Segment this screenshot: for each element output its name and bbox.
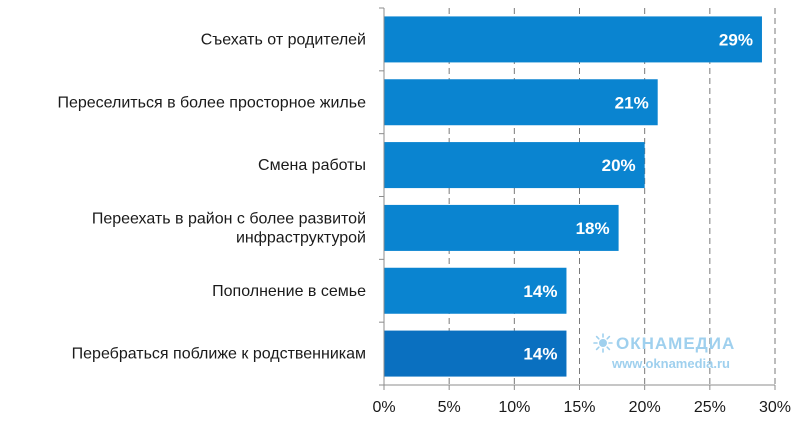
category-label: Перебраться поближе к родственникам [72, 346, 366, 363]
category-label: инфраструктурой [236, 229, 366, 246]
category-label: Переселиться в более просторное жилье [57, 94, 366, 111]
data-label: 18% [576, 219, 610, 238]
x-tick-label: 20% [629, 399, 661, 416]
watermark: ОКНАМЕДИА www.oknamedia.ru [593, 333, 735, 371]
category-label: Съехать от родителей [201, 31, 366, 48]
x-tick-label: 5% [438, 399, 461, 416]
x-tick-label: 10% [498, 399, 530, 416]
data-label: 29% [719, 30, 753, 49]
bar [384, 330, 567, 377]
bar [384, 204, 619, 251]
bars [384, 16, 762, 377]
watermark-brand: ОКНАМЕДИА [616, 334, 735, 353]
x-tick-label: 15% [563, 399, 595, 416]
value-labels: 29% 21% 20% 18% 14% 14% [523, 30, 753, 363]
bar [384, 142, 645, 189]
watermark-url: www.oknamedia.ru [611, 356, 730, 371]
x-tick-label: 25% [694, 399, 726, 416]
bar [384, 79, 658, 126]
x-tick-label: 0% [372, 399, 395, 416]
bar [384, 16, 762, 63]
category-label: Переехать в район с более развитой [92, 210, 366, 227]
sun-icon [593, 333, 613, 353]
grid-lines [448, 8, 776, 385]
data-label: 21% [615, 93, 649, 112]
data-label: 20% [602, 156, 636, 175]
category-labels: Съехать от родителей Переселиться в более… [57, 31, 366, 362]
data-label: 14% [523, 345, 557, 364]
data-label: 14% [523, 282, 557, 301]
category-label: Пополнение в семье [212, 283, 366, 300]
bar [384, 267, 567, 314]
x-tick-label: 30% [759, 399, 791, 416]
x-tick-labels: 0% 5% 10% 15% 20% 25% 30% [372, 399, 791, 416]
axes [379, 7, 776, 390]
category-label: Смена работы [258, 157, 366, 174]
